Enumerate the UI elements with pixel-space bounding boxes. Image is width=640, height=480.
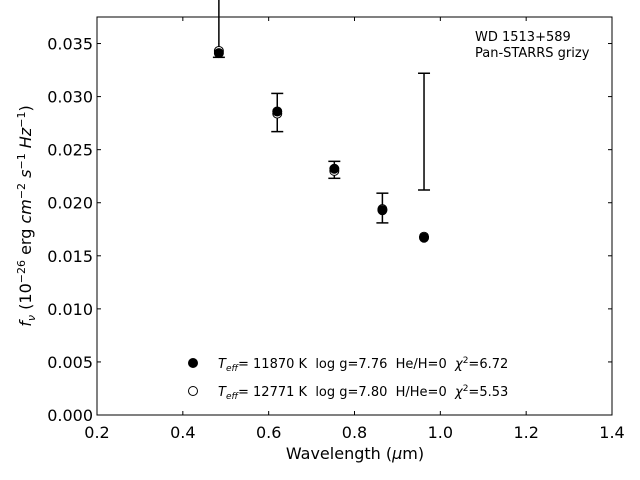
y-tick-label: 0.010 [47,300,93,319]
annotation-survey: Pan-STARRS grizy [475,46,590,61]
error-bars [212,0,431,224]
legend-marker-filled [188,358,198,368]
y-tick-label: 0.025 [47,141,93,160]
model-point-filled [377,205,388,216]
legend-label-1: Teff= 11870 K log g=7.76 He/H=0 χ2=6.72 [218,356,508,374]
x-tick-label: 0.4 [170,423,195,442]
legend: Teff= 11870 K log g=7.76 He/H=0 χ2=6.72 … [188,356,508,402]
annotation-object: WD 1513+589 [475,30,571,45]
x-tick-label: 1.2 [513,423,538,442]
y-tick-label: 0.035 [47,35,93,54]
y-tick-label: 0.020 [47,194,93,213]
model-point-filled [419,232,430,243]
x-tick-label: 1.0 [428,423,453,442]
y-tick-label: 0.030 [47,88,93,107]
y-axis-title: fν (10−26 erg cm−2 s−1 Hz−1) [15,105,38,326]
model-point-filled [213,48,224,59]
plot-frame [96,16,613,416]
y-tick-label: 0.000 [47,406,93,425]
data-points [213,45,430,243]
x-axis-title: Wavelength (μm) [286,444,424,463]
x-tick-label: 0.6 [256,423,281,442]
legend-label-2: Teff= 12771 K log g=7.80 H/He=0 χ2=5.53 [218,384,508,402]
model-point-filled [329,163,340,174]
y-tick-label: 0.005 [47,353,93,372]
x-tick-label: 0.8 [342,423,367,442]
x-tick-label: 0.2 [84,423,109,442]
y-tick-label: 0.015 [47,247,93,266]
legend-marker-open [188,386,198,396]
model-point-filled [272,106,283,117]
axis-ticks: 0.2 0.4 0.6 0.8 1.0 1.2 1.4 0.000 0.005 0.010 0.01… [47,17,625,442]
x-tick-label: 1.4 [599,423,624,442]
